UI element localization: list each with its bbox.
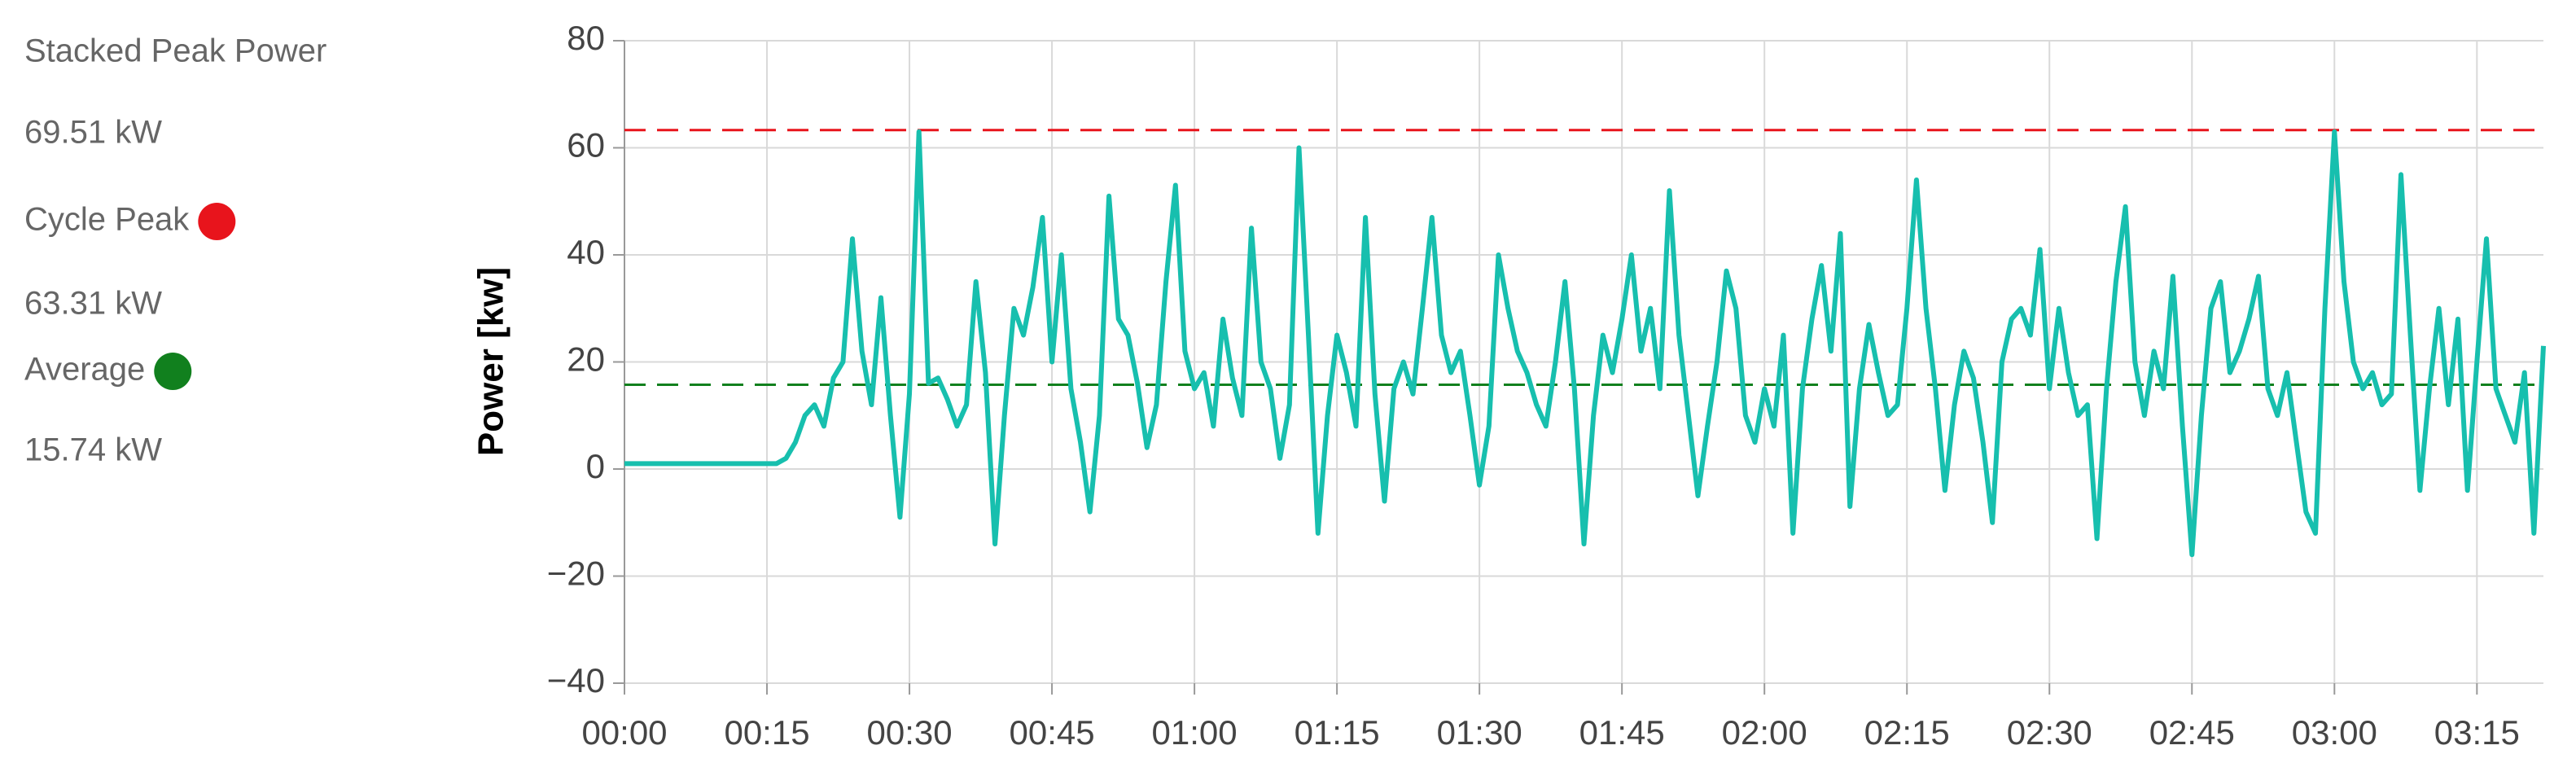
x-tick-label: 00:15	[724, 713, 809, 752]
legend-label: Cycle Peak	[24, 202, 190, 238]
x-tick-label: 03:15	[2434, 713, 2520, 752]
legend-label: Average	[24, 352, 145, 388]
x-tick-label: 02:45	[2149, 713, 2235, 752]
y-tick-label: 60	[567, 126, 605, 164]
stat-value: 15.74 kW	[24, 432, 162, 468]
x-tick-label: 02:00	[1722, 713, 1807, 752]
y-tick-label: 40	[567, 233, 605, 271]
y-tick-label: −20	[547, 555, 605, 593]
data-line	[624, 129, 2546, 558]
x-tick-label: 02:30	[2007, 713, 2092, 752]
x-tick-label: 00:30	[866, 713, 952, 752]
legend-dot	[198, 203, 236, 240]
x-tick-label: 01:00	[1152, 713, 1238, 752]
legend-dot	[154, 353, 192, 390]
stat-label: Stacked Peak Power	[24, 33, 326, 69]
x-tick-label: 02:15	[1864, 713, 1950, 752]
stat-value: 63.31 kW	[24, 286, 162, 322]
x-tick-label: 01:45	[1579, 713, 1665, 752]
x-tick-label: 00:00	[581, 713, 667, 752]
y-axis-title: Power [kw]	[471, 267, 511, 456]
x-tick-label: 03:00	[2292, 713, 2377, 752]
y-tick-label: −40	[547, 661, 605, 699]
stat-value: 69.51 kW	[24, 115, 162, 151]
x-tick-label: 01:15	[1295, 713, 1380, 752]
y-tick-label: 0	[586, 447, 605, 485]
x-tick-label: 01:30	[1437, 713, 1522, 752]
x-tick-label: 00:45	[1010, 713, 1095, 752]
y-tick-label: 20	[567, 340, 605, 379]
y-tick-label: 80	[567, 19, 605, 57]
